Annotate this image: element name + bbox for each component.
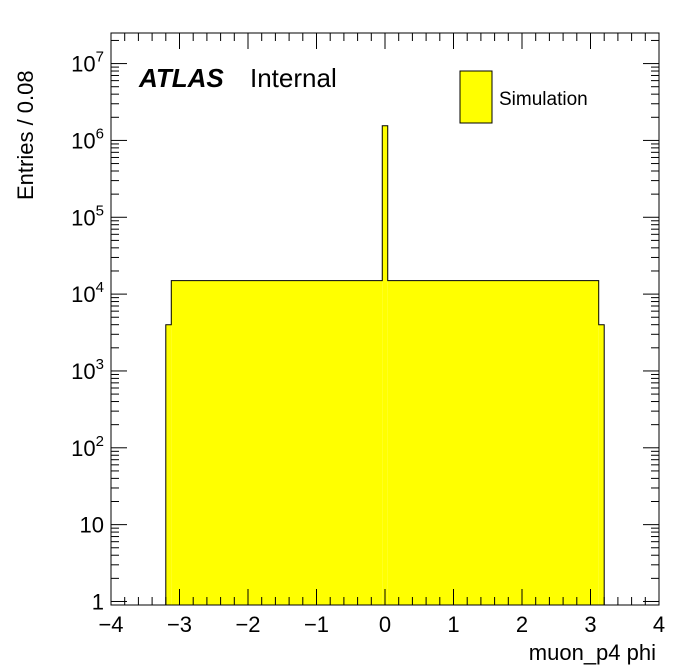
y-axis-title: Entries / 0.08 — [13, 70, 38, 200]
x-tick-label: 3 — [584, 612, 596, 637]
histogram-bin — [387, 280, 599, 605]
y-tick-label: 107 — [71, 49, 104, 77]
y-tick-label: 10 — [80, 513, 104, 538]
y-tick-label: 104 — [71, 279, 104, 307]
x-tick-label: 2 — [516, 612, 528, 637]
internal-label: Internal — [250, 63, 337, 93]
x-tick-label: −1 — [304, 612, 329, 637]
y-tick-label: 102 — [71, 433, 104, 461]
x-tick-label: −2 — [235, 612, 260, 637]
x-tick-label: 4 — [653, 612, 665, 637]
histogram-outline — [165, 125, 605, 605]
histogram-bin — [382, 125, 388, 606]
atlas-label: ATLAS — [138, 63, 224, 93]
x-tick-label: −3 — [167, 612, 192, 637]
x-tick-labels: −4 −3 −2 −1 0 1 2 3 4 — [98, 612, 665, 637]
histogram-bin — [171, 280, 383, 605]
x-tick-label: 1 — [447, 612, 459, 637]
y-tick-label: 103 — [71, 356, 104, 384]
plot-frame — [110, 32, 660, 606]
histogram-bin — [165, 324, 172, 605]
histogram-bars — [165, 125, 605, 606]
histogram-bin — [598, 324, 605, 605]
y-tick-label: 105 — [71, 202, 104, 230]
legend: Simulation — [459, 70, 588, 124]
y-tick-label: 106 — [71, 125, 104, 153]
x-axis-title: muon_p4 phi — [529, 640, 656, 665]
legend-swatch — [459, 70, 493, 124]
x-tick-label: −4 — [98, 612, 123, 637]
y-tick-labels: 1 10 102 103 104 105 106 107 — [71, 49, 104, 615]
x-tick-label: 0 — [379, 612, 391, 637]
y-tick-label: 1 — [92, 589, 104, 614]
legend-entry-simulation: Simulation — [499, 89, 588, 110]
